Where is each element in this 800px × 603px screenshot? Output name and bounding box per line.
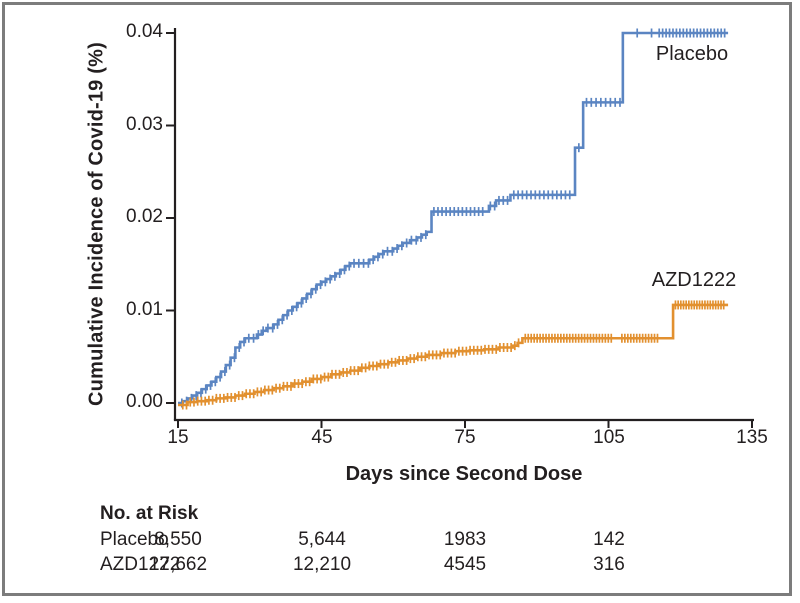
risk-value: 17,662	[148, 554, 208, 575]
y-tick-label-0.03: 0.03	[126, 114, 163, 135]
risk-value: 12,210	[292, 554, 352, 575]
curve-label-placebo: Placebo	[655, 43, 729, 65]
y-tick-label-0.00: 0.00	[126, 391, 163, 412]
risk-row-label-placebo: Placebo	[100, 529, 169, 550]
x-axis-title: Days since Second Dose	[345, 463, 583, 485]
risk-value: 4545	[443, 554, 487, 575]
y-tick-label-0.01: 0.01	[126, 299, 163, 320]
y-tick-label-0.02: 0.02	[126, 206, 163, 227]
x-tick-label-135: 135	[736, 427, 768, 448]
x-tick-label-15: 15	[167, 427, 189, 448]
risk-value: 5,644	[298, 529, 346, 550]
risk-value: 1983	[443, 529, 487, 550]
curve-placebo	[178, 31, 729, 405]
risk-table-title: No. at Risk	[100, 503, 199, 524]
x-tick-label-45: 45	[311, 427, 333, 448]
x-tick-label-75: 75	[454, 427, 476, 448]
figure-border	[2, 2, 792, 596]
curve-azd1222	[178, 303, 729, 407]
curve-label-azd1222: AZD1222	[651, 269, 737, 291]
y-tick-label-0.04: 0.04	[126, 21, 163, 42]
risk-value: 8,550	[154, 529, 202, 550]
x-tick-label-105: 105	[593, 427, 625, 448]
risk-value: 316	[593, 554, 625, 575]
risk-row-label-azd1222: AZD1222	[100, 554, 181, 575]
risk-value: 142	[593, 529, 625, 550]
